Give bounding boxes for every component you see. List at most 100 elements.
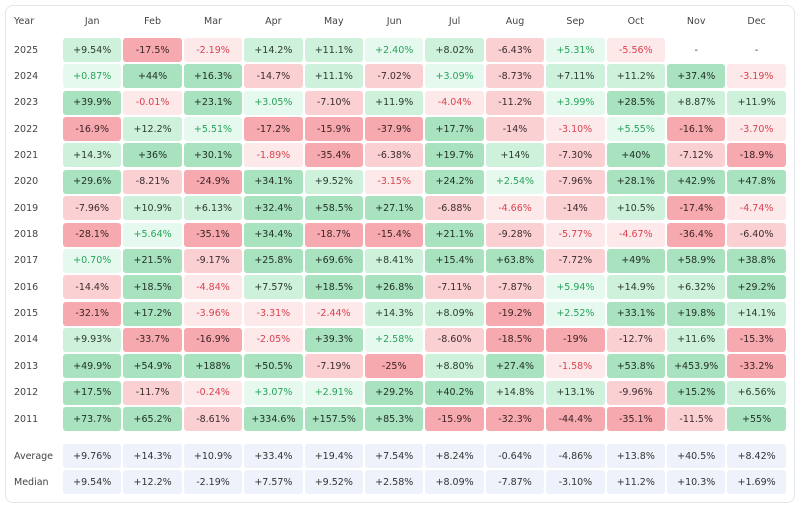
return-cell: +18.5% bbox=[123, 275, 182, 300]
return-cell: +15.4% bbox=[425, 248, 484, 273]
return-cell: -37.9% bbox=[365, 117, 424, 142]
return-cell: +32.4% bbox=[244, 196, 303, 221]
header-cell: Jan bbox=[84, 15, 100, 27]
return-cell: +157.5% bbox=[304, 407, 363, 432]
return-cell: +5.55% bbox=[606, 117, 665, 142]
summary-cell: -4.86% bbox=[546, 444, 605, 468]
return-cell: +33.1% bbox=[606, 301, 665, 326]
return-cell: -28.1% bbox=[63, 222, 122, 247]
return-cell: +69.6% bbox=[304, 248, 363, 273]
return-cell: +11.6% bbox=[667, 327, 726, 352]
return-cell: -18.7% bbox=[304, 222, 363, 247]
return-cell: +13.1% bbox=[546, 380, 605, 405]
return-cell: -2.19% bbox=[183, 38, 243, 62]
summary-cell: +7.57% bbox=[244, 470, 303, 494]
year-label: 2015 bbox=[14, 308, 39, 320]
return-cell: -7.96% bbox=[546, 169, 605, 194]
return-cell: +39.3% bbox=[304, 327, 363, 352]
year-label: 2022 bbox=[14, 123, 39, 135]
summary-cell: +9.54% bbox=[63, 470, 122, 494]
return-cell: +2.54% bbox=[485, 169, 545, 194]
return-cell: -36.4% bbox=[667, 222, 726, 247]
return-cell: +42.9% bbox=[667, 169, 726, 194]
return-cell: -14.7% bbox=[244, 64, 303, 89]
return-cell: -4.84% bbox=[183, 275, 243, 300]
return-cell: -6.38% bbox=[365, 143, 424, 168]
summary-cell: +12.2% bbox=[123, 470, 182, 494]
return-cell: +58.5% bbox=[304, 196, 363, 221]
return-cell: -8.61% bbox=[183, 407, 243, 432]
return-cell: -44.4% bbox=[546, 407, 605, 432]
header-cell: May bbox=[323, 15, 344, 27]
return-cell: -32.3% bbox=[485, 407, 545, 432]
return-cell: +28.5% bbox=[606, 90, 665, 115]
return-cell: -7.02% bbox=[365, 64, 424, 89]
return-cell: +34.4% bbox=[244, 222, 303, 247]
return-cell: -3.19% bbox=[727, 64, 786, 89]
return-cell: +37.4% bbox=[667, 64, 726, 89]
return-cell: +8.09% bbox=[425, 301, 484, 326]
return-cell: -8.73% bbox=[485, 64, 545, 89]
return-cell: -18.9% bbox=[727, 143, 786, 168]
return-cell: +65.2% bbox=[123, 407, 182, 432]
year-label: 2018 bbox=[14, 229, 39, 241]
summary-label: Average bbox=[14, 450, 54, 462]
year-label: 2021 bbox=[14, 149, 39, 161]
return-cell: -4.04% bbox=[425, 90, 484, 115]
return-cell: +0.87% bbox=[63, 64, 122, 89]
summary-cell: +1.69% bbox=[727, 470, 786, 494]
return-cell: +29.2% bbox=[365, 380, 424, 405]
return-cell: +26.8% bbox=[365, 275, 424, 300]
return-cell: -7.10% bbox=[304, 90, 363, 115]
return-cell: +11.2% bbox=[606, 64, 665, 89]
return-cell: +10.9% bbox=[123, 196, 182, 221]
return-cell: +8.87% bbox=[667, 90, 726, 115]
summary-cell: -0.64% bbox=[485, 444, 545, 468]
return-cell: +55% bbox=[727, 407, 786, 432]
header-cell: Nov bbox=[686, 15, 706, 27]
return-cell: -11.5% bbox=[667, 407, 726, 432]
return-cell: +2.58% bbox=[365, 327, 424, 352]
return-cell: +24.2% bbox=[425, 169, 484, 194]
return-cell: +10.5% bbox=[606, 196, 665, 221]
return-cell: +58.9% bbox=[667, 248, 726, 273]
return-cell: -0.01% bbox=[123, 90, 182, 115]
return-cell: +39.9% bbox=[63, 90, 122, 115]
return-cell: -8.21% bbox=[123, 169, 182, 194]
summary-cell: +8.42% bbox=[727, 444, 786, 468]
return-cell: +5.64% bbox=[123, 222, 182, 247]
return-cell: -19% bbox=[546, 327, 605, 352]
return-cell: +5.31% bbox=[546, 38, 605, 62]
return-cell: +2.52% bbox=[546, 301, 605, 326]
return-cell: -17.2% bbox=[244, 117, 303, 142]
return-cell: -32.1% bbox=[63, 301, 122, 326]
return-cell: +8.41% bbox=[365, 248, 424, 273]
return-cell: +14.3% bbox=[365, 301, 424, 326]
return-cell: +29.2% bbox=[727, 275, 786, 300]
header-cell: Mar bbox=[204, 15, 222, 27]
year-label: 2011 bbox=[14, 413, 39, 425]
return-cell: +73.7% bbox=[63, 407, 122, 432]
return-cell: +19.8% bbox=[667, 301, 726, 326]
year-label: 2016 bbox=[14, 281, 39, 293]
return-cell: -7.30% bbox=[546, 143, 605, 168]
return-cell: +5.94% bbox=[546, 275, 605, 300]
return-cell: -15.9% bbox=[304, 117, 363, 142]
summary-cell: +13.8% bbox=[606, 444, 665, 468]
return-cell: +63.8% bbox=[485, 248, 545, 273]
return-cell: +17.7% bbox=[425, 117, 484, 142]
summary-cell: -2.19% bbox=[183, 470, 243, 494]
header-cell: Feb bbox=[144, 15, 161, 27]
return-cell: +8.02% bbox=[425, 38, 484, 62]
return-cell: +11.9% bbox=[727, 90, 786, 115]
return-cell: +54.9% bbox=[123, 354, 182, 379]
return-cell: +453.9% bbox=[667, 354, 726, 379]
return-cell: -25% bbox=[365, 354, 424, 379]
return-cell: -7.96% bbox=[63, 196, 122, 221]
return-cell: +14.8% bbox=[485, 380, 545, 405]
return-cell: +6.56% bbox=[727, 380, 786, 405]
return-cell: -15.9% bbox=[425, 407, 484, 432]
header-cell: Dec bbox=[747, 15, 766, 27]
return-cell: +17.5% bbox=[63, 380, 122, 405]
header-cell: Year bbox=[14, 15, 35, 27]
